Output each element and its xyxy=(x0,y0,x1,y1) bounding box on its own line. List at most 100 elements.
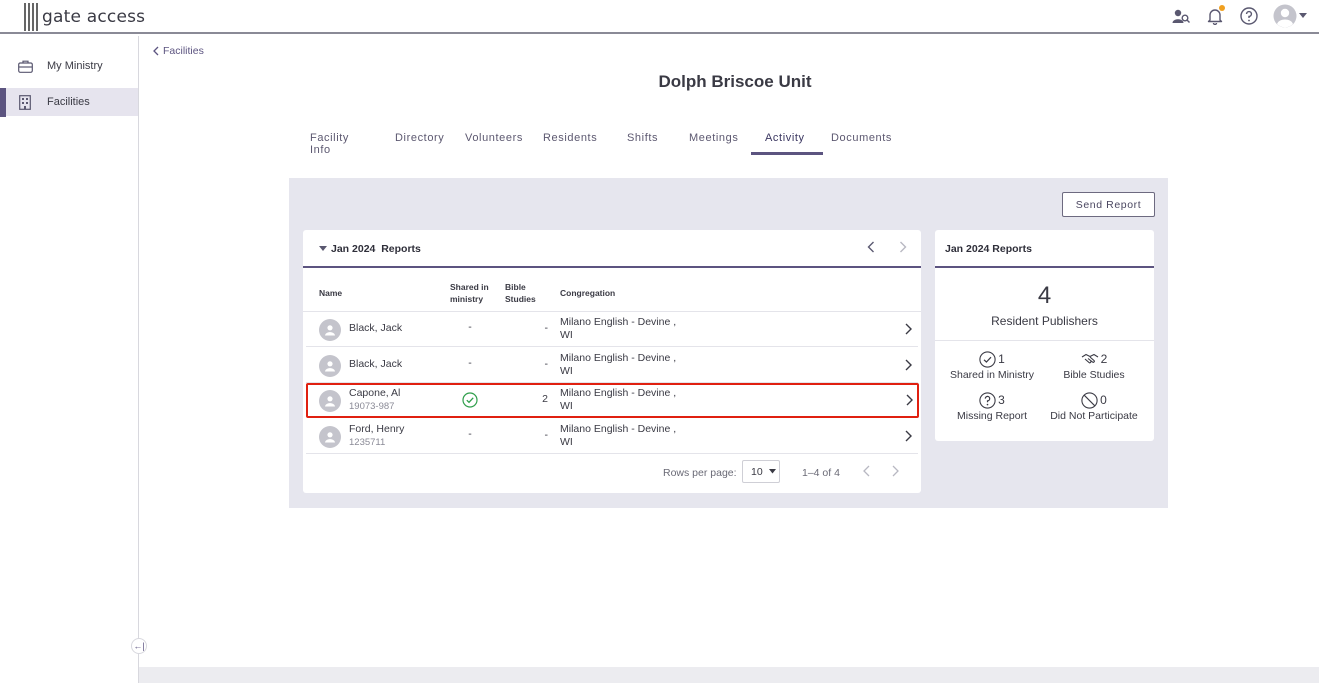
breadcrumb-link[interactable]: Facilities xyxy=(163,45,204,57)
shared-value: - xyxy=(468,357,472,369)
chevron-left-icon xyxy=(153,46,159,56)
tab-facility-info[interactable]: Facility Info xyxy=(310,132,350,156)
user-menu[interactable] xyxy=(1273,4,1307,28)
reports-card-header: Jan 2024 Reports xyxy=(303,230,921,268)
rows-per-page-select[interactable]: 10 xyxy=(742,460,780,483)
prev-month-chevron-icon[interactable] xyxy=(867,241,875,253)
avatar-icon xyxy=(319,390,341,412)
column-header-bible-studies: Bible Studies xyxy=(505,281,536,305)
resident-publishers-count: 4 xyxy=(1037,282,1052,309)
sidebar xyxy=(0,36,139,683)
chevron-right-icon[interactable] xyxy=(905,430,912,442)
rows-per-page-label: Rows per page: xyxy=(663,467,737,479)
resident-name: Ford, Henry xyxy=(349,423,405,435)
avatar-icon xyxy=(319,426,341,448)
column-header-shared-line1: Shared in xyxy=(450,282,489,292)
summary-card: Jan 2024 Reports 4 Resident Publishers 1… xyxy=(935,230,1154,441)
briefcase-icon xyxy=(17,58,33,74)
resident-name: Black, Jack xyxy=(349,358,403,370)
congregation-line1: Milano English - Devine , xyxy=(560,387,677,399)
table-row-highlighted[interactable]: Capone, Al 19073-987 2 Milano English - … xyxy=(306,383,919,418)
breadcrumb[interactable]: Facilities xyxy=(153,45,204,57)
caret-down-icon xyxy=(319,246,327,251)
congregation-line1: Milano English - Devine , xyxy=(560,423,677,435)
page-nav xyxy=(863,465,899,477)
top-actions xyxy=(1171,4,1307,28)
bottom-strip xyxy=(139,667,1319,683)
sidebar-collapse-button[interactable]: ←| xyxy=(131,638,147,654)
resident-publishers-label: Resident Publishers xyxy=(991,314,1098,328)
congregation-line1: Milano English - Devine , xyxy=(560,316,677,328)
chevron-right-icon[interactable] xyxy=(906,394,913,406)
resident-name: Capone, Al xyxy=(349,387,401,399)
stat-value: 2 xyxy=(1100,352,1108,366)
send-report-button[interactable]: Send Report xyxy=(1062,192,1155,217)
sidebar-item-facilities[interactable]: Facilities xyxy=(6,88,138,116)
user-search-icon[interactable] xyxy=(1171,6,1191,26)
congregation-value: Milano English - Devine , WI xyxy=(560,352,700,378)
stat-value: 0 xyxy=(1100,393,1107,407)
sidebar-item-label: My Ministry xyxy=(47,60,103,72)
next-page-chevron-icon[interactable] xyxy=(892,465,899,477)
activity-panel: Send Report Jan 2024 Reports Name Shared… xyxy=(289,178,1168,508)
shared-check-icon xyxy=(462,392,478,408)
page-title: Dolph Briscoe Unit xyxy=(658,72,812,91)
bible-studies-value: 2 xyxy=(542,393,548,405)
caret-down-icon xyxy=(768,469,776,474)
avatar-icon xyxy=(319,355,341,377)
table-row[interactable]: Black, Jack - - Milano English - Devine … xyxy=(306,348,918,383)
stat-label: Did Not Participate xyxy=(1050,410,1138,422)
chevron-right-icon[interactable] xyxy=(905,323,912,335)
notification-dot xyxy=(1219,5,1225,11)
stat-bible-studies: 2 Bible Studies xyxy=(1039,350,1149,381)
caret-down-icon xyxy=(1299,13,1307,18)
logo-bars-icon xyxy=(24,3,38,31)
summary-card-title: Jan 2024 Reports xyxy=(945,243,1032,255)
stat-label: Missing Report xyxy=(956,410,1028,422)
bible-studies-value: - xyxy=(544,429,549,441)
tab-documents[interactable]: Documents xyxy=(831,132,893,144)
next-month-chevron-icon[interactable] xyxy=(899,241,907,253)
tab-directory[interactable]: Directory xyxy=(395,132,445,144)
reports-card-title: Jan 2024 Reports xyxy=(331,243,421,255)
sidebar-item-my-ministry[interactable]: My Ministry xyxy=(6,52,138,80)
tab-residents[interactable]: Residents xyxy=(543,132,598,144)
column-header-bible-line1: Bible xyxy=(505,282,526,292)
user-avatar-icon xyxy=(1273,4,1297,28)
congregation-line2: WI xyxy=(560,329,573,341)
page-range: 1–4 of 4 xyxy=(802,467,840,479)
shared-value: - xyxy=(468,321,472,333)
bible-studies-value: - xyxy=(544,322,549,334)
stat-did-not-participate: 0 Did Not Participate xyxy=(1039,391,1149,422)
reports-card: Jan 2024 Reports Name Shared in ministry… xyxy=(303,230,921,493)
congregation-line2: WI xyxy=(560,400,573,412)
tab-shifts[interactable]: Shifts xyxy=(627,132,659,144)
chevron-right-icon[interactable] xyxy=(905,359,912,371)
bell-icon[interactable] xyxy=(1205,5,1225,26)
table-row[interactable]: Black, Jack - - Milano English - Devine … xyxy=(306,312,918,347)
congregation-value: Milano English - Devine , WI xyxy=(560,423,700,449)
table-row[interactable]: Ford, Henry 1235711 - - Milano English -… xyxy=(306,419,918,454)
congregation-value: Milano English - Devine , WI xyxy=(560,316,700,342)
tab-activity[interactable]: Activity xyxy=(765,132,805,144)
summary-card-header: Jan 2024 Reports xyxy=(935,230,1154,268)
check-circle-icon xyxy=(979,350,996,368)
avatar-icon xyxy=(319,319,341,341)
prev-page-chevron-icon[interactable] xyxy=(863,465,870,477)
column-header-bible-line2: Studies xyxy=(505,294,536,304)
summary-divider xyxy=(935,340,1154,341)
congregation-line1: Milano English - Devine , xyxy=(560,352,677,364)
tab-volunteers[interactable]: Volunteers xyxy=(465,132,523,144)
help-icon[interactable] xyxy=(1239,6,1259,26)
header-divider xyxy=(303,311,921,312)
tab-meetings[interactable]: Meetings xyxy=(689,132,739,144)
pagination: Rows per page: 10 1–4 of 4 xyxy=(303,460,921,484)
column-header-shared-line2: ministry xyxy=(450,294,484,304)
stat-label: Bible Studies xyxy=(1063,369,1125,381)
column-header-shared: Shared in ministry xyxy=(450,281,489,305)
reports-toggle[interactable]: Jan 2024 Reports xyxy=(319,243,421,255)
app-logo[interactable]: gate access xyxy=(24,2,145,32)
sidebar-item-label: Facilities xyxy=(47,96,90,108)
question-circle-icon xyxy=(979,391,996,409)
stat-value: 1 xyxy=(998,352,1005,366)
